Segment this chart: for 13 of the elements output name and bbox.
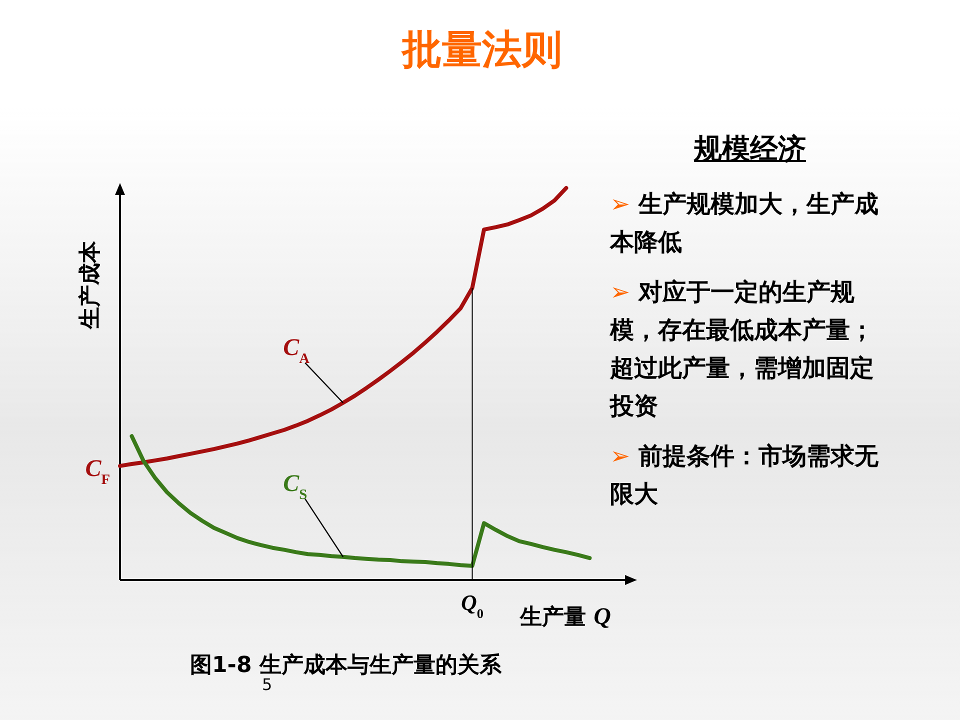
x-axis-title: 生产量 Q <box>519 604 612 630</box>
text: Q$_{0}$ <box>461 590 484 620</box>
y-axis-title: 生产成本 <box>77 240 103 330</box>
series-label: C$_{S}$ <box>283 470 308 503</box>
text: ➢ 前提条件：市场需求无限大 <box>610 441 880 510</box>
text: C$_{F}$ <box>85 456 110 488</box>
chart-title: 批量法则 <box>400 27 562 73</box>
series-label: C$_{A}$ <box>283 334 310 367</box>
text: ➢ 对应于一定的生产规模，存在最低成本产量；超过此产量，需增加固定投资 <box>610 277 875 422</box>
text: 规模经济 <box>692 131 807 167</box>
text: ➢ 生产规模加大，生产成本降低 <box>610 189 880 258</box>
text: 5 <box>262 675 272 694</box>
caption: 图1-8 生产成本与生产量的关系 <box>190 652 502 678</box>
